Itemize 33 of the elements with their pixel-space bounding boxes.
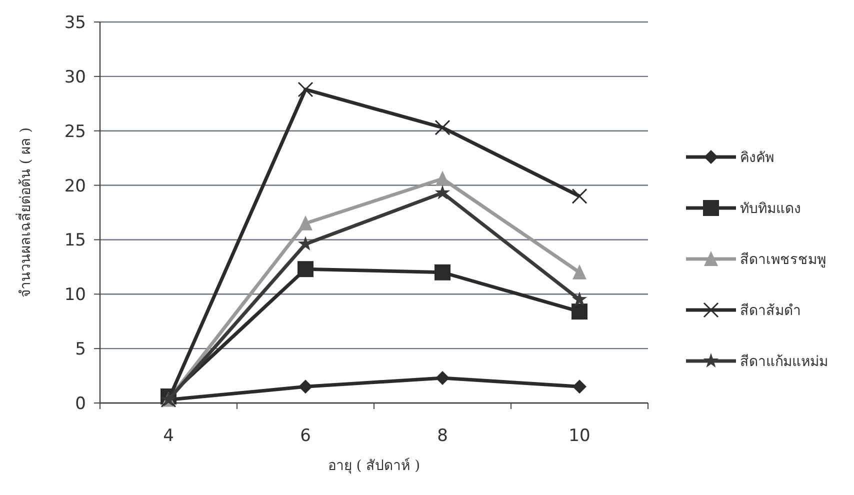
point — [434, 264, 450, 280]
x-tick-label: 6 — [300, 426, 311, 446]
point — [298, 261, 314, 278]
y-tick-label: 25 — [64, 122, 86, 142]
y-tick-label: 20 — [64, 176, 86, 196]
x-axis-title: อายุ ( สัปดาห์ ) — [328, 457, 420, 474]
point — [434, 120, 450, 136]
point — [436, 170, 450, 186]
point — [436, 370, 450, 385]
y-tick-label: 35 — [64, 13, 86, 33]
legend-label: ทับทิมแดง — [740, 201, 801, 217]
point — [298, 380, 312, 394]
point — [572, 304, 588, 320]
y-axis-title: จำนวนผลเฉลี่ยต่อต้น ( ผล ) — [16, 127, 34, 298]
x-tick-label: 8 — [437, 426, 448, 446]
y-tick-label: 30 — [64, 67, 86, 88]
point — [298, 215, 312, 230]
y-tick-label: 5 — [75, 340, 86, 360]
x-tick-label: 4 — [163, 426, 174, 446]
point — [298, 82, 314, 98]
y-tick-label: 10 — [64, 285, 86, 306]
legend-label: สีดาเพชรชมพู — [740, 252, 826, 268]
y-tick-label: 15 — [64, 230, 86, 251]
legend-label: คิงคัพ — [740, 150, 774, 166]
point — [572, 188, 588, 204]
legend-label: สีดาส้มดำ — [740, 303, 801, 319]
point — [434, 184, 450, 200]
point — [572, 292, 588, 306]
x-tick-label: 10 — [568, 426, 590, 446]
point — [572, 380, 586, 394]
point — [572, 264, 586, 280]
legend-label: สีดาแก้มแหม่ม — [740, 354, 828, 370]
y-tick-label: 0 — [75, 394, 86, 414]
